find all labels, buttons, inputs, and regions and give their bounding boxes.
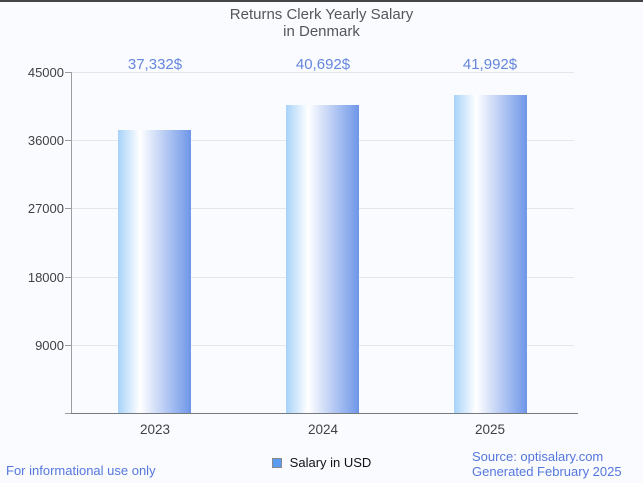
source-block: Source: optisalary.com Generated Februar… xyxy=(472,449,622,479)
legend: Salary in USD xyxy=(0,455,643,470)
y-axis-label-18000: 18000 xyxy=(27,270,64,285)
gridline-45000 xyxy=(71,72,574,73)
y-axis-label-45000: 45000 xyxy=(27,65,64,80)
y-tick-36000 xyxy=(65,140,71,141)
chart-title-line2: in Denmark xyxy=(283,23,360,40)
y-axis-label-36000: 36000 xyxy=(27,133,64,148)
source-text: Source: optisalary.com xyxy=(472,449,604,464)
bar-value-label-2025: 41,992$ xyxy=(462,56,518,73)
x-axis-label-2024: 2024 xyxy=(307,422,339,437)
y-axis-line xyxy=(71,72,72,413)
legend-label: Salary in USD xyxy=(289,455,372,470)
x-axis-label-2023: 2023 xyxy=(139,422,171,437)
chart-title-line1: Returns Clerk Yearly Salary xyxy=(229,6,414,23)
y-tick-45000 xyxy=(65,72,71,73)
bar-value-label-2023: 37,332$ xyxy=(127,56,183,73)
y-tick-9000 xyxy=(65,345,71,346)
y-tick-18000 xyxy=(65,277,71,278)
bar-value-label-2024: 40,692$ xyxy=(295,56,351,73)
x-axis-line xyxy=(71,413,578,414)
legend-swatch-icon xyxy=(271,457,282,468)
generated-text: Generated February 2025 xyxy=(472,463,622,479)
x-axis-label-2025: 2025 xyxy=(474,422,506,437)
bar-2024 xyxy=(286,105,359,413)
y-tick-0 xyxy=(65,413,71,414)
y-axis-label-27000: 27000 xyxy=(27,201,64,216)
chart-title: Returns Clerk Yearly Salary in Denmark xyxy=(0,6,643,40)
bar-2023 xyxy=(118,130,191,413)
disclaimer-text: For informational use only xyxy=(6,463,156,478)
y-axis-label-9000: 9000 xyxy=(35,338,64,353)
bar-2025 xyxy=(454,95,527,413)
y-tick-27000 xyxy=(65,208,71,209)
